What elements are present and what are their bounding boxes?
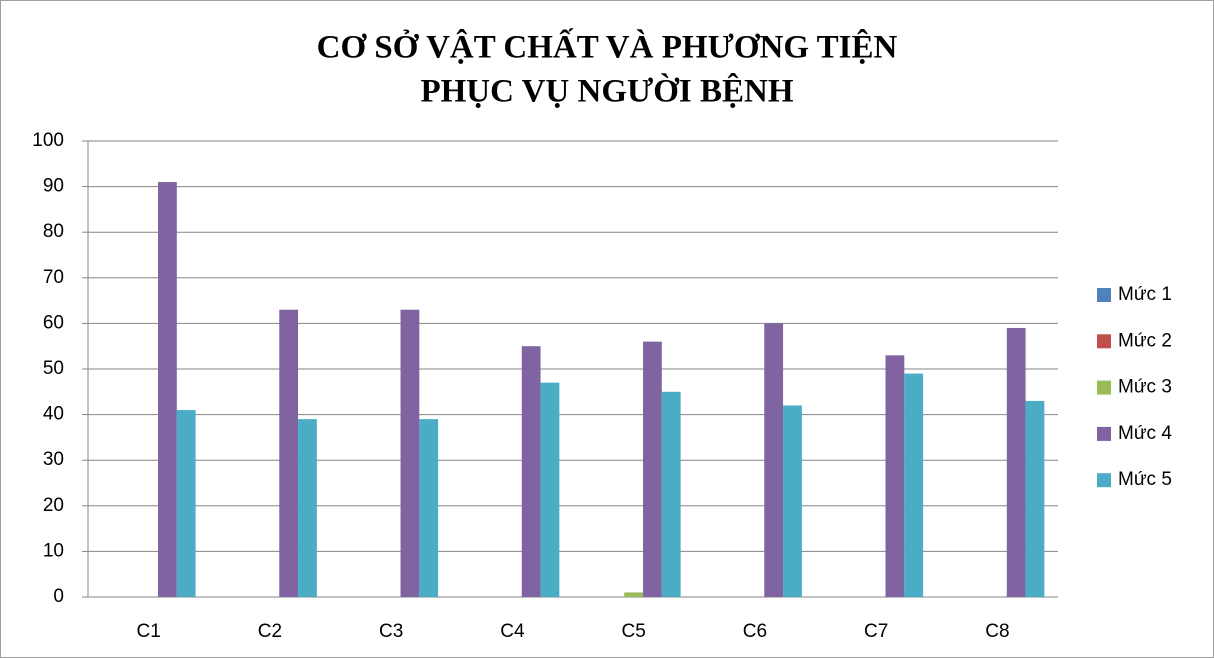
x-tick-label: C2	[258, 621, 282, 642]
x-tick-label: C8	[985, 621, 1009, 642]
bar	[521, 346, 541, 597]
legend-label: Mức 4	[1118, 423, 1172, 444]
y-tick-label: 10	[43, 540, 64, 561]
x-tick-label: C6	[743, 621, 767, 642]
legend-swatch	[1097, 288, 1111, 302]
legend-label: Mức 3	[1118, 377, 1172, 398]
legend-swatch	[1097, 426, 1111, 441]
chart-title: CƠ SỞ VẬT CHẤT VÀ PHƯƠNG TIỆN	[317, 27, 898, 66]
chart-title: PHỤC VỤ NGƯỜI BỆNH	[420, 72, 793, 110]
bar	[158, 182, 177, 598]
bar	[400, 309, 420, 597]
bar	[540, 382, 560, 597]
bar	[624, 592, 644, 597]
bar	[904, 373, 924, 597]
y-tick-label: 50	[43, 358, 64, 379]
bar	[1025, 400, 1045, 597]
x-tick-label: C3	[379, 621, 403, 642]
x-tick-label: C5	[621, 621, 645, 642]
y-tick-label: 70	[43, 267, 64, 288]
y-tick-label: 100	[32, 130, 64, 151]
legend-swatch	[1097, 334, 1111, 349]
legend-swatch	[1097, 380, 1111, 395]
x-tick-label: C1	[136, 621, 160, 642]
bar	[176, 410, 196, 597]
bar	[643, 341, 662, 597]
x-tick-label: C4	[500, 621, 525, 642]
y-tick-label: 60	[43, 312, 64, 333]
bar	[298, 419, 317, 597]
bar	[885, 355, 905, 597]
bar	[764, 323, 784, 597]
legend-label: Mức 2	[1118, 330, 1172, 351]
y-tick-label: 20	[43, 495, 64, 516]
bar	[783, 405, 802, 597]
legend-swatch	[1097, 473, 1111, 488]
legend-label: Mức 1	[1118, 284, 1172, 305]
bar	[1006, 327, 1026, 597]
legend-label: Mức 5	[1118, 469, 1172, 490]
y-tick-label: 30	[43, 449, 64, 470]
x-tick-label: C7	[864, 621, 888, 642]
bar	[279, 309, 299, 597]
y-tick-label: 80	[43, 221, 64, 242]
y-tick-label: 40	[43, 404, 64, 425]
bar	[661, 391, 681, 597]
y-tick-label: 90	[43, 176, 64, 197]
y-tick-label: 0	[53, 586, 64, 607]
bar	[419, 419, 439, 597]
